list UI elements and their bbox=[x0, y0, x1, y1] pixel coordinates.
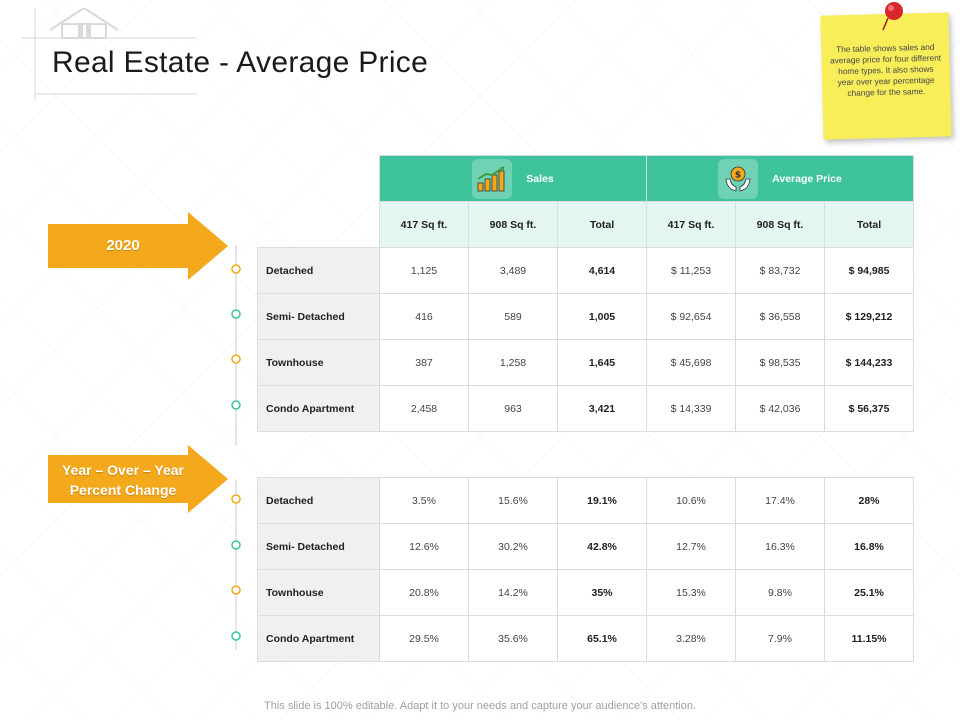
table-row: Semi- Detached 12.6% 30.2% 42.8% 12.7% 16.3% 1… bbox=[257, 523, 914, 570]
value-cell: 15.3% bbox=[646, 569, 736, 616]
value-cell: 7.9% bbox=[735, 615, 825, 662]
row-label: Condo Apartment bbox=[257, 385, 380, 432]
value-cell: 12.6% bbox=[379, 523, 469, 570]
average-price-header: $ Average Price bbox=[646, 155, 914, 202]
note-text: The table shows sales and average price … bbox=[829, 41, 942, 99]
total-cell: 28% bbox=[824, 477, 914, 524]
table-row: Townhouse 20.8% 14.2% 35% 15.3% 9.8% 25.1% bbox=[257, 569, 914, 616]
subheader-cell: Total bbox=[824, 201, 914, 248]
value-cell: $ 98,535 bbox=[735, 339, 825, 386]
value-cell: 416 bbox=[379, 293, 469, 340]
value-cell: 3.5% bbox=[379, 477, 469, 524]
average-price-header-label: Average Price bbox=[772, 172, 842, 185]
value-cell: 14.2% bbox=[468, 569, 558, 616]
row-label: Condo Apartment bbox=[257, 615, 380, 662]
value-cell: $ 42,036 bbox=[735, 385, 825, 432]
section-yoy: Detached 3.5% 15.6% 19.1% 10.6% 17.4% 28% Semi-… bbox=[257, 477, 914, 662]
value-cell: 387 bbox=[379, 339, 469, 386]
value-cell: 35.6% bbox=[468, 615, 558, 662]
value-cell: 3.28% bbox=[646, 615, 736, 662]
value-cell: 30.2% bbox=[468, 523, 558, 570]
sales-header: Sales bbox=[379, 155, 647, 202]
value-cell: $ 83,732 bbox=[735, 247, 825, 294]
value-cell: 15.6% bbox=[468, 477, 558, 524]
arrow-yoy bbox=[48, 445, 228, 513]
arrow-2020 bbox=[48, 212, 228, 280]
value-cell: 16.3% bbox=[735, 523, 825, 570]
section-2020: Detached 1,125 3,489 4,614 $ 11,253 $ 83,732 $… bbox=[257, 247, 914, 432]
value-cell: $ 36,558 bbox=[735, 293, 825, 340]
value-cell: 1,258 bbox=[468, 339, 558, 386]
row-label: Townhouse bbox=[257, 569, 380, 616]
growth-chart-icon bbox=[472, 158, 513, 199]
total-cell: 1,645 bbox=[557, 339, 647, 386]
row-label: Townhouse bbox=[257, 339, 380, 386]
value-cell: 2,458 bbox=[379, 385, 469, 432]
table-row: Semi- Detached 416 589 1,005 $ 92,654 $ 36,55… bbox=[257, 293, 914, 340]
sales-header-label: Sales bbox=[526, 172, 554, 185]
subheader-cell: 908 Sq ft. bbox=[468, 201, 558, 248]
subheader-row: 417 Sq ft. 908 Sq ft. Total 417 Sq ft. 9… bbox=[258, 201, 914, 248]
page-title: Real Estate - Average Price bbox=[52, 46, 429, 79]
total-cell: $ 144,233 bbox=[824, 339, 914, 386]
value-cell: 10.6% bbox=[646, 477, 736, 524]
table-row: Condo Apartment 29.5% 35.6% 65.1% 3.28% 7.9% 1… bbox=[257, 615, 914, 662]
value-cell: 12.7% bbox=[646, 523, 736, 570]
total-cell: 3,421 bbox=[557, 385, 647, 432]
value-cell: 1,125 bbox=[379, 247, 469, 294]
value-cell: 20.8% bbox=[379, 569, 469, 616]
total-cell: 16.8% bbox=[824, 523, 914, 570]
value-cell: $ 92,654 bbox=[646, 293, 736, 340]
svg-text:$: $ bbox=[735, 170, 741, 180]
row-label: Detached bbox=[257, 477, 380, 524]
header-corner bbox=[258, 156, 380, 202]
value-cell: 17.4% bbox=[735, 477, 825, 524]
total-cell: 42.8% bbox=[557, 523, 647, 570]
value-cell: $ 11,253 bbox=[646, 247, 736, 294]
footer-text: This slide is 100% editable. Adapt it to… bbox=[264, 700, 696, 712]
table-row: Condo Apartment 2,458 963 3,421 $ 14,339 $ 42… bbox=[257, 385, 914, 432]
subheader-cell: Total bbox=[557, 201, 647, 248]
total-cell: $ 56,375 bbox=[824, 385, 914, 432]
table-row: Townhouse 387 1,258 1,645 $ 45,698 $ 98,535 $ … bbox=[257, 339, 914, 386]
row-label: Semi- Detached bbox=[257, 293, 380, 340]
group-header-row: Sales $ Average Price bbox=[258, 155, 914, 202]
subheader-cell: 417 Sq ft. bbox=[379, 201, 469, 248]
row-label: Detached bbox=[257, 247, 380, 294]
arrow-2020-label: 2020 bbox=[106, 237, 140, 254]
total-cell: 25.1% bbox=[824, 569, 914, 616]
value-cell: 29.5% bbox=[379, 615, 469, 662]
price-table: Sales $ Average Price 417 Sq ft. 908 Sq … bbox=[257, 155, 914, 662]
money-hands-icon: $ bbox=[718, 158, 759, 199]
total-cell: 19.1% bbox=[557, 477, 647, 524]
total-cell: $ 94,985 bbox=[824, 247, 914, 294]
table-row: Detached 3.5% 15.6% 19.1% 10.6% 17.4% 28% bbox=[257, 477, 914, 524]
total-cell: 65.1% bbox=[557, 615, 647, 662]
total-cell: $ 129,212 bbox=[824, 293, 914, 340]
total-cell: 35% bbox=[557, 569, 647, 616]
timeline bbox=[231, 245, 241, 650]
subheader-cell: 417 Sq ft. bbox=[646, 201, 736, 248]
section-spacer bbox=[258, 432, 914, 478]
row-label: Semi- Detached bbox=[257, 523, 380, 570]
total-cell: 4,614 bbox=[557, 247, 647, 294]
total-cell: 1,005 bbox=[557, 293, 647, 340]
value-cell: 9.8% bbox=[735, 569, 825, 616]
total-cell: 11.15% bbox=[824, 615, 914, 662]
table-row: Detached 1,125 3,489 4,614 $ 11,253 $ 83,732 $… bbox=[257, 247, 914, 294]
house-outline-icon bbox=[22, 8, 197, 100]
arrow-yoy-label: Year – Over – Year Percent Change bbox=[62, 462, 184, 498]
value-cell: 963 bbox=[468, 385, 558, 432]
value-cell: $ 45,698 bbox=[646, 339, 736, 386]
subheader-cell: 908 Sq ft. bbox=[735, 201, 825, 248]
push-pin-icon bbox=[882, 2, 903, 31]
value-cell: 589 bbox=[468, 293, 558, 340]
subheader-corner bbox=[258, 202, 380, 248]
value-cell: $ 14,339 bbox=[646, 385, 736, 432]
value-cell: 3,489 bbox=[468, 247, 558, 294]
